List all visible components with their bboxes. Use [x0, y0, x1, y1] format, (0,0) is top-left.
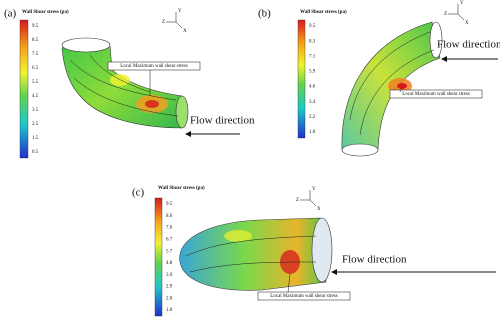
colorbar-tick: 9.5: [166, 202, 173, 207]
colorbar-tick: 7.5: [32, 52, 39, 57]
colorbar-tick: 3.5: [32, 108, 39, 113]
axis-label: Z: [162, 20, 165, 25]
colorbar-title: Wall Shear stress (pa): [158, 186, 205, 191]
colorbar-tick: 3.9: [166, 273, 173, 278]
flow-label: Flow direction: [437, 39, 500, 51]
colorbar-tick: 7.1: [309, 54, 316, 59]
pipe-a: [61, 37, 189, 129]
axis-label: X: [183, 29, 187, 34]
colorbar: [154, 197, 163, 317]
annotation: Local Maximum wall shear stress: [402, 92, 470, 97]
panel: (c) Wall Shear stress (pa) 9.5 8.6 7.6 6.7 5.7…: [132, 186, 496, 317]
colorbar-tick: 1.0: [166, 308, 173, 313]
panel-label: (a): [4, 8, 17, 20]
colorbar-tick: 5.7: [166, 249, 173, 254]
colorbar-title: Wall Shear stress (pa): [22, 10, 69, 15]
colorbar: [19, 19, 29, 159]
colorbar: [297, 19, 306, 139]
panel-label: (b): [258, 8, 271, 20]
colorbar-tick: 4.8: [166, 261, 173, 266]
colorbar-tick: 1.0: [309, 130, 316, 135]
flow-label: Flow direction: [190, 115, 255, 127]
colorbar-tick: 0.5: [32, 150, 39, 155]
annotation: Local Maximum wall shear stress: [120, 64, 188, 69]
flow-label: Flow direction: [342, 254, 407, 266]
axis-label: X: [465, 21, 469, 26]
colorbar-tick: 3.4: [309, 100, 316, 105]
axis-line: [309, 199, 317, 207]
colorbar-tick: 4.5: [32, 94, 39, 99]
panel: (a) Wall Shear stress (pa) 9.5 8.5 7.5 6.5 5.5…: [4, 8, 255, 159]
annotation-arrow: [399, 87, 403, 93]
axis-line: [175, 21, 183, 29]
colorbar-tick: 6.7: [166, 237, 173, 242]
annotation: Local Maximum wall shear stress: [270, 294, 338, 299]
annotation-box: [257, 291, 351, 301]
colorbar-title: Wall Shear stress (pa): [300, 10, 347, 15]
colorbar-tick: 1.5: [32, 136, 39, 141]
axis-label: X: [317, 207, 321, 212]
panel: (b) Wall Shear stress (pa) 9.5 8.3 7.1 5.9 4.6…: [258, 1, 500, 139]
axis-label: Y: [460, 1, 464, 6]
colorbar-tick: 9.5: [32, 24, 39, 29]
colorbar-tick: 5.5: [32, 80, 39, 85]
colorbar-tick: 5.9: [309, 70, 316, 75]
colorbar-tick: 8.6: [166, 214, 173, 219]
colorbar-tick: 8.5: [32, 38, 39, 43]
panel-label: (c): [132, 187, 145, 199]
colorbar-tick: 9.5: [309, 24, 316, 29]
annotation-arrow: [287, 273, 291, 293]
colorbar-tick: 2.0: [166, 296, 173, 301]
colorbar-tick: 2.5: [32, 122, 39, 127]
colorbar-tick: 4.6: [309, 85, 316, 90]
colorbar-tick: 8.3: [309, 39, 316, 44]
axis-label: Z: [444, 12, 447, 17]
colorbar-tick: 7.6: [166, 226, 173, 231]
axis-label: Y: [178, 9, 182, 14]
axis-label: Z: [296, 198, 299, 203]
axis-label: Y: [312, 187, 316, 192]
colorbar-tick: 6.5: [32, 66, 39, 71]
axis-line: [457, 13, 465, 21]
annotation-box: [107, 61, 201, 71]
colorbar-tick: 2.9: [166, 285, 173, 290]
pipe-b: [341, 21, 443, 157]
pipe-c: [179, 217, 333, 291]
annotation-box: [389, 89, 483, 99]
colorbar-tick: 2.2: [309, 115, 316, 120]
